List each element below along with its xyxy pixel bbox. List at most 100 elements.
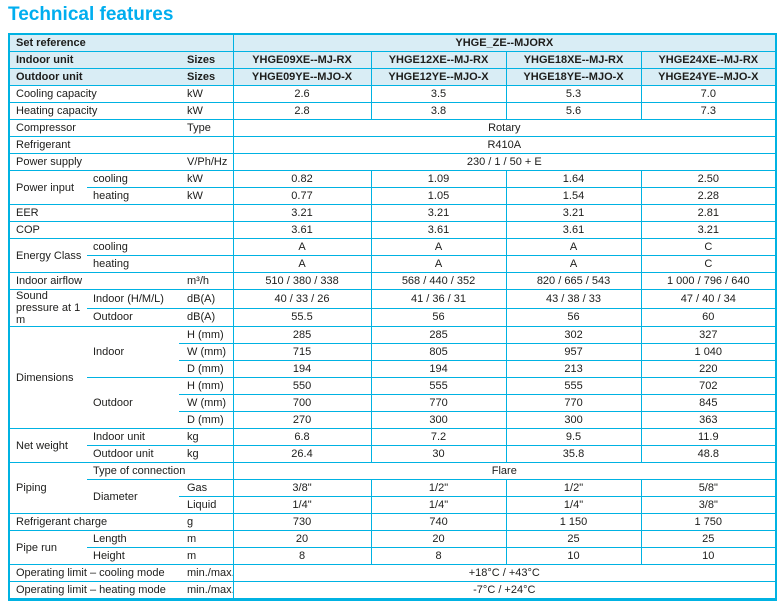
table-cell: 568 / 440 / 352 [370, 272, 507, 290]
table-cell: Sizes [179, 51, 234, 69]
table-cell: 3.61 [232, 221, 372, 239]
table-cell: g [179, 513, 234, 531]
table-cell: 20 [232, 530, 372, 548]
table-cell: Type [179, 119, 234, 137]
table-cell: W (mm) [179, 343, 234, 361]
table-cell: cooling [87, 238, 234, 256]
table-cell: 715 [232, 343, 372, 361]
table-row: Diameter Gas 3/8" 1/2" 1/2" 5/8" [9, 479, 777, 514]
table-cell: 6.8 [232, 428, 372, 446]
table-row: Liquid 1/4" 1/4" 1/4" 3/8" [9, 496, 777, 514]
table-cell: +18°C / +43°C [232, 564, 777, 582]
table-cell: 0.77 [232, 187, 372, 205]
table-cell: 1/4" [232, 496, 372, 514]
table-cell: 26.4 [232, 445, 372, 463]
table-cell: 820 / 665 / 543 [505, 272, 642, 290]
table-cell: D (mm) [179, 360, 234, 378]
table-cell: Dimensions [9, 326, 87, 429]
table-cell: 7.3 [640, 102, 777, 120]
table-cell: 35.8 [505, 445, 642, 463]
table-cell: Piping [9, 462, 87, 514]
table-cell: 300 [370, 411, 507, 429]
table-cell: 220 [640, 360, 777, 378]
table-row: Height m 8 8 10 10 [9, 547, 777, 565]
table-cell: heating [87, 187, 179, 205]
table-row: heating kW 0.77 1.05 1.54 2.28 [9, 187, 777, 205]
table-cell: 9.5 [505, 428, 642, 446]
table-row: heating A A A C [9, 255, 777, 273]
table-cell: A [232, 238, 372, 256]
table-cell: kg [179, 445, 234, 463]
table-cell: Net weight [9, 428, 87, 463]
table-cell: 700 [232, 394, 372, 412]
table-row: Indoor unit Sizes YHGE09XE--MJ-RX YHGE12XE-… [9, 51, 777, 69]
table-cell: 285 [232, 326, 372, 344]
table-cell: EER [9, 204, 234, 222]
table-cell: D (mm) [179, 411, 234, 429]
table-row: Piping Type of connection Flare [9, 462, 777, 514]
table-cell: min./max. [179, 581, 234, 600]
table-row: Sound pressure at 1 m Indoor (H/M/L) dB(A)… [9, 289, 777, 327]
table-cell: kW [179, 187, 234, 205]
table-cell: Compressor [9, 119, 179, 137]
table-cell: A [370, 238, 507, 256]
table-cell: 702 [640, 377, 777, 395]
table-cell: 7.0 [640, 85, 777, 103]
table-cell: 270 [232, 411, 372, 429]
table-row: D (mm) 270 300 300 363 [9, 411, 777, 429]
table-cell: 25 [640, 530, 777, 548]
table-cell: 213 [505, 360, 642, 378]
table-cell: 3.21 [370, 204, 507, 222]
table-cell: Set reference [9, 34, 234, 52]
table-cell: C [640, 238, 777, 256]
table-row: Outdoor dB(A) 55.5 56 56 60 [9, 308, 777, 327]
table-cell: Cooling capacity [9, 85, 179, 103]
table-cell: Indoor unit [9, 51, 179, 69]
table-cell: 55.5 [232, 308, 372, 327]
table-row: EER 3.21 3.21 3.21 2.81 [9, 204, 777, 222]
table-cell: 1.64 [505, 170, 642, 188]
table-cell: 3.61 [370, 221, 507, 239]
table-cell: 300 [505, 411, 642, 429]
table-cell: Heating capacity [9, 102, 179, 120]
table-row: COP 3.61 3.61 3.61 3.21 [9, 221, 777, 239]
table-cell: Sound pressure at 1 m [9, 289, 87, 327]
table-cell: 770 [505, 394, 642, 412]
table-cell: 1/4" [370, 496, 507, 514]
table-cell: V/Ph/Hz [179, 153, 234, 171]
table-cell: C [640, 255, 777, 273]
table-row: Operating limit – cooling mode min./max. +… [9, 564, 777, 582]
table-cell: Refrigerant charge [9, 513, 179, 531]
table-row: W (mm) 715 805 957 1 040 [9, 343, 777, 361]
table-cell: Liquid [179, 496, 234, 514]
table-cell: 3.21 [505, 204, 642, 222]
table-row: Operating limit – heating mode min./max. -… [9, 581, 777, 600]
table-cell: 1/4" [505, 496, 642, 514]
table-cell: Length [87, 530, 179, 548]
table-cell: m [179, 530, 234, 548]
table-cell: 3.61 [505, 221, 642, 239]
table-cell: 20 [370, 530, 507, 548]
table-cell: Sizes [179, 68, 234, 86]
table-cell: Type of connection [87, 462, 234, 480]
table-cell: Power input [9, 170, 87, 205]
table-row: Cooling capacity kW 2.6 3.5 5.3 7.0 [9, 85, 777, 103]
table-cell: 1 000 / 796 / 640 [640, 272, 777, 290]
table-cell: heating [87, 255, 234, 273]
table-cell: Outdoor unit [87, 445, 179, 463]
table-row: W (mm) 700 770 770 845 [9, 394, 777, 412]
table-row: D (mm) 194 194 213 220 [9, 360, 777, 378]
table-cell: H (mm) [179, 326, 234, 344]
table-cell: YHGE24YE--MJO-X [640, 68, 777, 86]
table-cell: Outdoor [87, 377, 179, 429]
table-cell: YHGE12XE--MJ-RX [370, 51, 507, 69]
table-cell: kW [179, 102, 234, 120]
table-row: Set reference YHGE_ZE--MJORX [9, 34, 777, 52]
table-cell: COP [9, 221, 234, 239]
table-cell: A [505, 255, 642, 273]
table-cell: Pipe run [9, 530, 87, 565]
table-cell: m³/h [179, 272, 234, 290]
table-cell: 194 [232, 360, 372, 378]
table-cell: Indoor airflow [9, 272, 179, 290]
